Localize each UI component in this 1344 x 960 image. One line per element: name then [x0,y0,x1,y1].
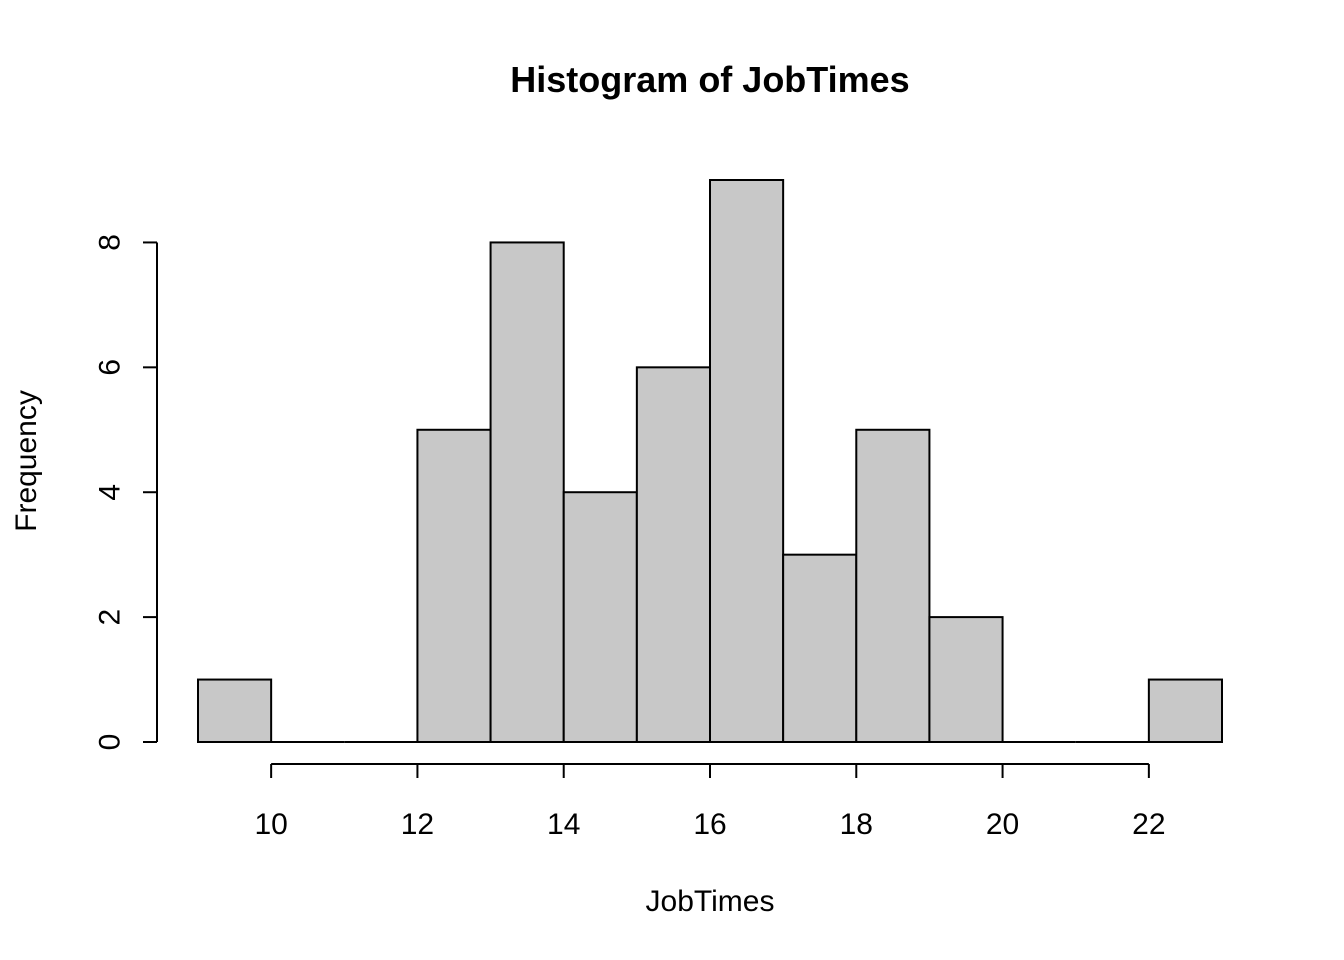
x-tick-label: 12 [401,808,434,841]
histogram-bar [416,428,492,743]
y-tick-label: 2 [94,609,127,626]
y-axis-label: Frequency [10,390,43,532]
y-tick-label: 0 [94,734,127,751]
histogram-bar [562,491,638,743]
x-tick-label: 18 [840,808,873,841]
y-tick-label: 6 [94,359,127,376]
x-tick-label: 20 [986,808,1019,841]
x-tick-label: 14 [547,808,580,841]
histogram-bar [1147,678,1224,743]
y-tick-label: 4 [94,484,127,501]
histogram-bar [489,241,565,743]
x-axis: 10 12 14 16 18 20 22 [254,763,1166,841]
x-tick-label: 22 [1132,808,1165,841]
histogram-bar [855,428,931,743]
histogram-bar [635,366,711,743]
histogram-bar [197,678,273,743]
histogram-bar [782,553,858,744]
bars-group [197,179,1224,744]
x-tick-label: 10 [254,808,287,841]
chart-title: Histogram of JobTimes [510,59,909,100]
y-tick-label: 8 [94,234,127,251]
x-axis-label: JobTimes [646,885,775,918]
histogram-bar [709,179,785,743]
histogram-bar [928,616,1004,743]
x-tick-label: 16 [693,808,726,841]
y-axis: 0 2 4 6 8 [94,234,158,750]
